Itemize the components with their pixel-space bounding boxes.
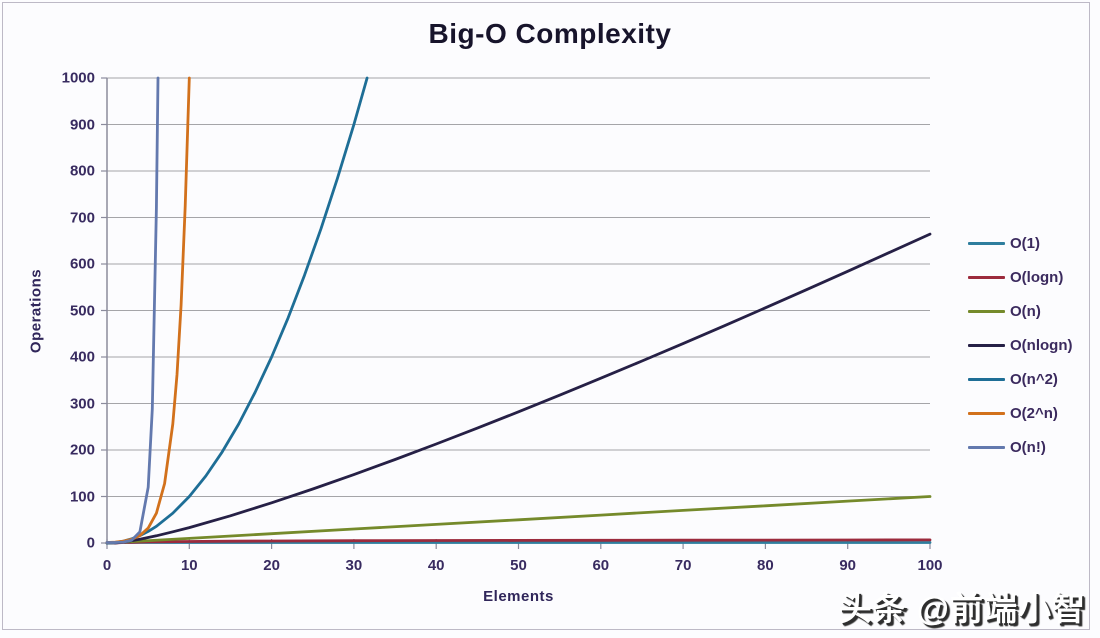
legend-line-swatch-icon	[968, 411, 1005, 415]
y-tick-label: 400	[69, 348, 95, 366]
y-tick-label: 100	[69, 488, 95, 505]
legend-line-swatch-icon	[968, 309, 1005, 313]
legend-label: O(n!)	[1010, 438, 1046, 456]
x-tick-label: 40	[427, 557, 445, 574]
x-tick-label: 10	[180, 557, 198, 574]
chart-title: Big-O Complexity	[428, 18, 672, 49]
legend-line-swatch-icon	[968, 343, 1005, 347]
legend-label: O(nlogn)	[1010, 336, 1073, 354]
legend-item: O(logn)	[968, 260, 1072, 294]
x-tick-label: 90	[839, 557, 857, 574]
x-tick-label: 30	[345, 557, 363, 574]
legend-line-swatch-icon	[968, 445, 1005, 449]
y-tick-label: 500	[69, 302, 95, 319]
legend-item: O(n)	[968, 294, 1072, 328]
legend-line-swatch-icon	[968, 241, 1005, 245]
curve-on	[105, 495, 932, 545]
x-tick-label: 60	[592, 557, 610, 574]
legend-item: O(n!)	[968, 430, 1072, 464]
x-tick-label: 50	[510, 557, 527, 574]
x-tick-label: 80	[757, 557, 774, 574]
y-tick-label: 200	[69, 441, 95, 459]
y-tick-label: 300	[69, 395, 95, 412]
legend-line-swatch-icon	[968, 275, 1005, 279]
x-axis-title: Elements	[483, 588, 554, 605]
legend-label: O(logn)	[1010, 268, 1064, 286]
curve-onlogn	[105, 232, 932, 545]
curve-on	[105, 76, 160, 544]
y-tick-label: 700	[69, 209, 95, 226]
legend-item: O(1)	[968, 226, 1072, 260]
legend-line-swatch-icon	[968, 377, 1005, 381]
legend-label: O(2^n)	[1010, 404, 1058, 422]
x-tick-label: 20	[263, 557, 280, 574]
legend-item: O(2^n)	[968, 396, 1072, 430]
x-tick-label: 100	[917, 557, 943, 574]
y-axis-title: Operations	[27, 268, 45, 354]
y-tick-label: 1000	[61, 69, 95, 87]
x-tick-label: 0	[102, 557, 112, 574]
legend-item: O(n^2)	[968, 362, 1072, 396]
legend: O(1) O(logn) O(n) O(nlogn) O(n^2) O(2^n) O(n!)	[968, 226, 1072, 464]
x-tick-label: 70	[674, 557, 692, 574]
legend-item: O(nlogn)	[968, 328, 1072, 362]
legend-label: O(1)	[1010, 234, 1040, 252]
y-tick-label: 600	[69, 255, 95, 273]
legend-label: O(n^2)	[1010, 370, 1058, 388]
y-tick-label: 900	[69, 116, 95, 133]
y-tick-label: 0	[86, 534, 95, 552]
watermark-text: 头条 @前端小智	[838, 590, 1086, 627]
y-tick-label: 800	[69, 162, 95, 180]
legend-label: O(n)	[1010, 302, 1041, 320]
